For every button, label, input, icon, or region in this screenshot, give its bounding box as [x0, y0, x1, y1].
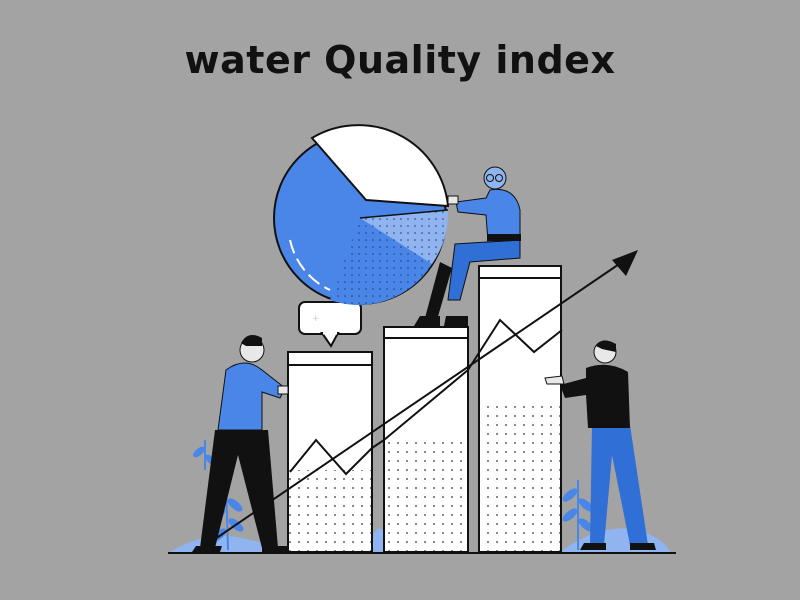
- svg-text:+: +: [312, 314, 320, 324]
- person-left: [192, 335, 288, 552]
- speech-bubble-icon: +: [299, 302, 361, 346]
- bar-left: [288, 352, 372, 552]
- pie-chart-icon: [274, 125, 448, 305]
- bar-middle: [384, 327, 468, 552]
- bar-right: [479, 266, 561, 552]
